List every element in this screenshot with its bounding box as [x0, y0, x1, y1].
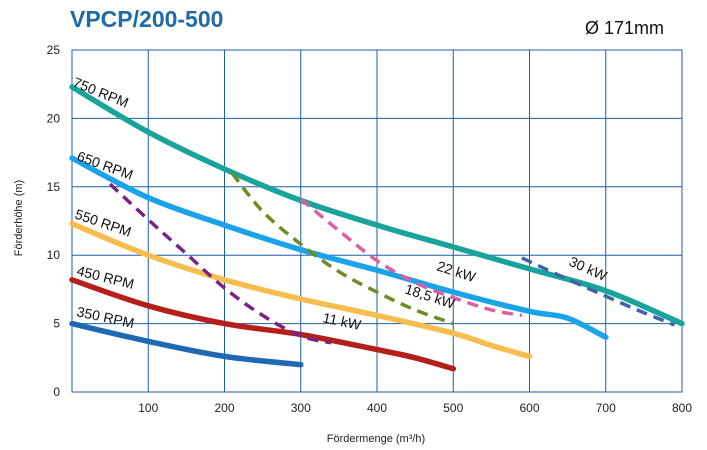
series-label-22-kw: 22 kW	[435, 258, 478, 286]
x-tick-label: 800	[672, 401, 692, 415]
curves	[69, 84, 685, 372]
impeller-diameter-label: Ø 171mm	[585, 18, 665, 38]
grid	[71, 49, 683, 393]
x-tick-label: 400	[367, 401, 387, 415]
series-line-750-rpm	[69, 84, 685, 327]
x-tick-label: 700	[596, 401, 616, 415]
series-label-450-rpm: 450 RPM	[75, 262, 135, 292]
y-tick-label: 5	[53, 317, 60, 331]
x-axis-label: Fördermenge (m³/h)	[327, 433, 425, 445]
chart-title: VPCP/200-500	[70, 6, 224, 32]
x-tick-label: 600	[519, 401, 539, 415]
series-line-650-rpm	[69, 155, 609, 341]
y-tick-label: 0	[53, 385, 60, 399]
y-tick-label: 10	[47, 248, 61, 262]
series-line-350-rpm	[69, 320, 304, 368]
series-line-22-kw	[299, 197, 523, 318]
x-tick-label: 500	[443, 401, 463, 415]
x-tick-label: 100	[138, 401, 158, 415]
series-line-18-5-kw	[230, 172, 454, 326]
series-line-11-kw	[108, 182, 332, 345]
y-axis-label: Förderhöhe (m)	[13, 180, 25, 256]
x-tick-label: 300	[291, 401, 311, 415]
series-line-550-rpm	[69, 220, 533, 360]
y-tick-label: 20	[47, 111, 61, 125]
y-tick-label: 15	[47, 180, 61, 194]
series-line-30-kw	[521, 256, 676, 327]
tick-labels: 100 200 300 400 500 600 700 800 0 5 10 15 20 25	[47, 43, 693, 415]
x-tick-label: 200	[214, 401, 234, 415]
y-tick-label: 25	[47, 43, 61, 57]
